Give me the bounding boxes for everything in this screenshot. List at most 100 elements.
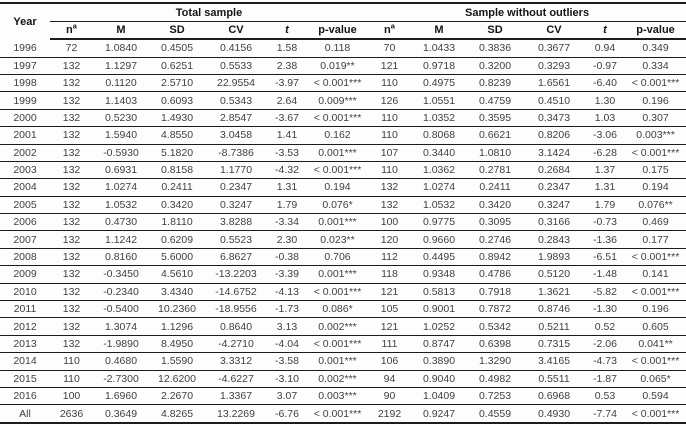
outliers-p-value-cell: < 0.001*** <box>631 407 680 420</box>
col-header-total-m: M <box>93 21 149 40</box>
outliers-m-cell: 0.5813 <box>411 283 467 302</box>
year-cell: 2000 <box>0 109 50 128</box>
outliers-m-cell: 1.0352 <box>411 109 467 128</box>
total-n-cell: 132 <box>50 74 93 93</box>
outliers-cv-cell: 0.8206 <box>523 126 585 145</box>
col-header-outliers-n: na <box>368 21 411 40</box>
col-header-outliers-sd: SD <box>467 21 523 40</box>
outliers-t-cell: -5.82 <box>585 283 625 302</box>
total-n-cell: 100 <box>50 387 93 406</box>
outliers-sd-cell: 1.0810 <box>467 144 523 162</box>
outliers-m-cell: 0.8068 <box>411 126 467 145</box>
total-t-cell: 1.79 <box>267 196 307 215</box>
outliers-sd-cell: 0.3095 <box>467 213 523 232</box>
year-cell: 2001 <box>0 126 50 145</box>
outliers-sd-cell: 0.4786 <box>467 265 523 284</box>
total-sd-cell: 0.6251 <box>149 57 205 75</box>
year-cell: 1998 <box>0 74 50 93</box>
total-cv-cell: 0.3247 <box>205 196 267 215</box>
total-p-value-cell: 0.002*** <box>307 370 368 388</box>
outliers-n-cell: 107 <box>368 144 411 162</box>
total-p-value-cell: 0.019** <box>307 57 368 75</box>
total-p-value-cell: 0.076* <box>307 196 368 215</box>
total-p-value-cell: 0.002*** <box>307 317 368 336</box>
outliers-m-cell: 0.4975 <box>411 74 467 93</box>
total-cv-cell: 1.3367 <box>205 387 267 406</box>
total-n-cell: 132 <box>50 230 93 249</box>
total-cv-cell: 13.2269 <box>217 407 255 420</box>
total-t-cell: 2.30 <box>267 230 307 249</box>
total-n-cell: 110 <box>50 370 93 388</box>
total-sd-cell: 4.8265 <box>160 407 194 420</box>
outliers-t-cell: -1.30 <box>585 300 625 319</box>
total-sd-cell: 0.6209 <box>149 230 205 249</box>
table-body: 1996 72 1.0840 0.4505 0.4156 1.58 0.118 … <box>0 39 686 423</box>
total-m-cell: -0.3450 <box>93 265 149 284</box>
outliers-t-cell: 0.53 <box>585 387 625 406</box>
total-m-cell: -0.5930 <box>93 144 149 162</box>
outliers-sd-cell: 0.6398 <box>467 335 523 354</box>
total-sd-cell: 10.2360 <box>149 300 205 319</box>
outliers-n-cell: 90 <box>368 387 411 406</box>
outliers-cv-cell: 0.3473 <box>523 109 585 128</box>
outliers-t-cell: -1.36 <box>585 230 625 249</box>
outliers-p-value-cell: < 0.001*** <box>625 248 686 267</box>
outliers-p-value-cell: 0.469 <box>625 213 686 232</box>
group-header-sample-without-outliers: Sample without outliers <box>368 3 686 22</box>
total-cv-cell: -14.6752 <box>205 283 267 302</box>
total-cv-cell: 2.8547 <box>205 109 267 128</box>
outliers-p-value-cell: 0.594 <box>625 387 686 406</box>
outliers-n-cell: 110 <box>368 74 411 93</box>
total-sd-cell: 2.2670 <box>149 387 205 406</box>
year-cell: 1999 <box>0 91 50 110</box>
year-cell: 2007 <box>0 230 50 249</box>
outliers-m-cell: 1.0362 <box>411 161 467 180</box>
outliers-cv-cell: 1.9893 <box>523 248 585 267</box>
total-t-cell: 1.41 <box>267 126 307 145</box>
total-sd-cell: 0.8158 <box>149 161 205 180</box>
total-m-cell: 1.5940 <box>93 126 149 145</box>
outliers-t-cell: -6.28 <box>585 144 625 162</box>
total-t-cell: -3.97 <box>267 74 307 93</box>
outliers-n-cell: 100 <box>368 213 411 232</box>
outliers-cv-cell: 3.4165 <box>523 352 585 371</box>
outliers-p-value-cell: 0.065* <box>625 370 686 388</box>
n-footnote-marker: a <box>72 21 77 31</box>
total-n-cell: 132 <box>50 57 93 75</box>
outliers-t-cell: -6.40 <box>585 74 625 93</box>
outliers-n-cell: 105 <box>368 300 411 319</box>
total-t-cell: -4.32 <box>267 161 307 180</box>
total-p-value-cell: < 0.001*** <box>307 335 368 354</box>
outliers-t-cell: 1.03 <box>585 109 625 128</box>
total-t-cell: 3.13 <box>267 317 307 336</box>
total-t-cell: 3.07 <box>267 387 307 406</box>
total-p-value-cell: 0.118 <box>307 39 368 58</box>
outliers-p-value-cell: 0.194 <box>625 178 686 197</box>
outliers-t-cell: -3.06 <box>585 126 625 145</box>
outliers-t-cell: -4.73 <box>585 352 625 371</box>
outliers-p-value-cell: 0.334 <box>625 57 686 75</box>
outliers-t-cell: -7.74 <box>593 407 617 420</box>
outliers-cv-cell: 1.3621 <box>523 283 585 302</box>
outliers-t-cell: 0.94 <box>585 39 625 58</box>
outliers-m-cell: 0.9775 <box>411 213 467 232</box>
total-t-cell: -4.13 <box>267 283 307 302</box>
total-sd-cell: 5.6000 <box>149 248 205 267</box>
table-row: 2004 132 1.0274 0.2411 0.2347 1.31 0.194… <box>0 178 686 197</box>
year-cell: 2009 <box>0 265 50 284</box>
total-m-cell: 0.4730 <box>93 213 149 232</box>
year-cell: 2006 <box>0 213 50 232</box>
outliers-p-value-cell: 0.041** <box>625 335 686 354</box>
table-row: 2008 132 0.8160 5.6000 6.8627 -0.38 0.70… <box>0 248 686 267</box>
n-label: n <box>384 24 391 36</box>
total-cv-cell: 3.0458 <box>205 126 267 145</box>
year-cell: 2005 <box>0 196 50 215</box>
outliers-sd-cell: 0.2411 <box>467 178 523 197</box>
outliers-t-cell: -2.06 <box>585 335 625 354</box>
outliers-m-cell: 0.8747 <box>411 335 467 354</box>
year-cell: 2013 <box>0 335 50 354</box>
total-cv-cell: -4.2710 <box>205 335 267 354</box>
year-cell: 1996 <box>0 39 50 58</box>
outliers-t-cell: 1.30 <box>585 91 625 110</box>
n-label: n <box>66 24 73 36</box>
